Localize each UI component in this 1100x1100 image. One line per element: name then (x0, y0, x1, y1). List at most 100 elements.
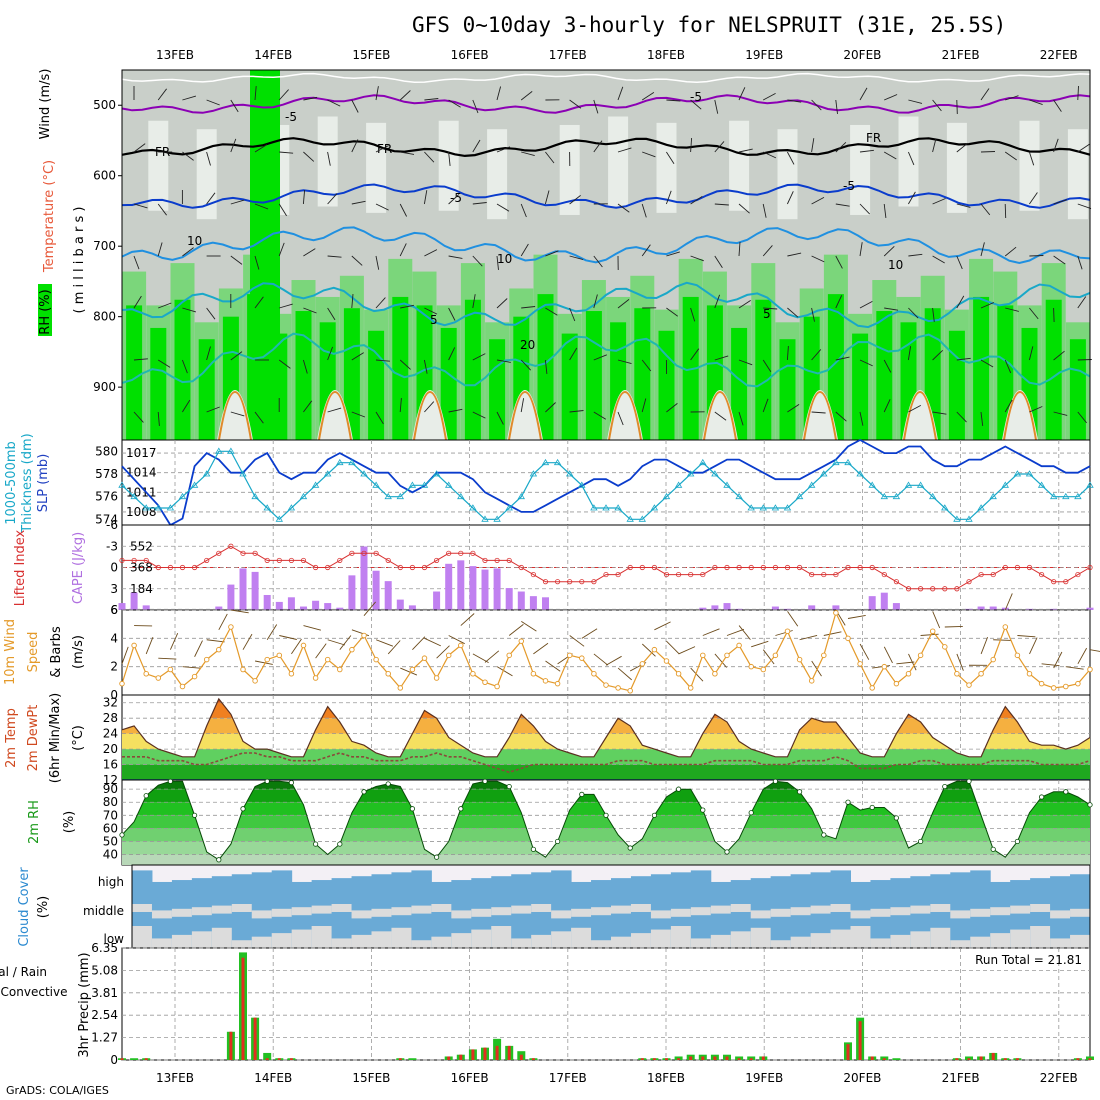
thickness-marker (118, 481, 126, 488)
thickness-marker (977, 504, 985, 511)
wind-barb (714, 99, 719, 114)
contour-label-15: 5 (430, 313, 438, 327)
wind-speed-marker (397, 685, 404, 691)
wind-barb (641, 203, 647, 218)
precip-convective-bar (495, 1045, 499, 1060)
cape-bar (1086, 607, 1094, 610)
cloud-middle-gap (531, 904, 552, 912)
surface-wind-barb (714, 653, 728, 668)
thickness-marker (202, 470, 211, 477)
cloud-middle-gap (451, 910, 472, 919)
wind-barb (835, 99, 838, 114)
wind-barb (835, 356, 850, 361)
wind-barb (569, 307, 576, 322)
cape-bar (360, 546, 368, 610)
rh-marker (506, 783, 512, 790)
freezing-level-contour (121, 137, 1091, 158)
cloud-high-bar (710, 881, 732, 892)
wind-barb (666, 151, 675, 164)
precip-convective-bar (1015, 1058, 1019, 1060)
grads-footer: GrADS: COLA/IGES (6, 1084, 109, 1097)
rh-dry-patch (850, 124, 871, 215)
wind-barb (375, 411, 384, 425)
wind-barb (1053, 411, 1068, 416)
warm-surface-bubble (412, 390, 448, 440)
rh-marker (1087, 802, 1093, 808)
rh-band-high (126, 305, 143, 440)
surface-wind-barb (666, 640, 680, 655)
thickness-marker (396, 492, 405, 500)
lifted-index-marker (978, 571, 984, 578)
lifted-index-marker (300, 557, 307, 564)
wind-barb (520, 203, 527, 218)
surface-wind-barb (738, 625, 751, 640)
rh-band-high (561, 333, 578, 440)
rh-dry-patch (729, 120, 750, 211)
rh-marker (942, 783, 948, 790)
surface-wind-barb (702, 628, 720, 636)
surface-wind-barb (896, 661, 915, 665)
wind-barb (206, 307, 216, 320)
lifted-index-marker (942, 586, 948, 592)
thickness-marker (1062, 492, 1070, 500)
cloud-middle-bar (391, 892, 412, 920)
precip-convective-bar (858, 1021, 862, 1060)
rh-marker (1014, 838, 1021, 845)
surface-wind-barb (1004, 593, 1013, 611)
rh-dry-patch (438, 120, 459, 211)
wind-barb (714, 411, 727, 421)
thickness-marker (553, 458, 562, 466)
cloud-low-gap (411, 940, 432, 948)
cloud-high-bar (251, 872, 273, 892)
wind-barb (158, 302, 172, 309)
wind-speed-marker (276, 652, 283, 659)
wind-speed-marker (760, 666, 767, 673)
wind-barb (738, 300, 751, 309)
lifted-index-marker (143, 557, 149, 564)
wind-barb (593, 354, 607, 361)
rh-marker (433, 854, 440, 860)
cloud-middle-bar (690, 892, 712, 920)
precip-convective-bar (846, 1044, 850, 1060)
cloud-high-bar (271, 870, 293, 892)
surface-wind-barb (230, 609, 249, 614)
surface-wind-barb (448, 635, 465, 645)
lifted-tick-label: 0 (110, 561, 118, 575)
wind-barb (811, 99, 822, 111)
wind-barb (617, 147, 632, 153)
wind-barb (569, 410, 584, 413)
surface-wind-barb (944, 625, 963, 628)
wind-barb (617, 299, 630, 309)
wind-speed-marker (821, 652, 827, 659)
thickness-marker (723, 481, 731, 488)
rh-band-high (537, 294, 554, 440)
surface-wind-barb (762, 649, 775, 665)
wind-speed-marker (312, 675, 319, 681)
rh-axis-label: RH (%) (38, 289, 53, 334)
cloud-level-low: low (104, 932, 125, 946)
cloud-low-gap (690, 938, 712, 948)
thickness-marker (626, 515, 634, 522)
wind-barb (351, 411, 366, 418)
lifted-index-marker (675, 571, 682, 578)
precip-convective-bar (955, 1058, 959, 1060)
cloud-low-gap (531, 934, 552, 948)
wind-barb (859, 359, 873, 367)
wind-barb (884, 307, 899, 311)
wind-barb (1077, 411, 1087, 424)
lifted-index-marker (736, 564, 742, 571)
wind-barb (956, 357, 971, 361)
wind-barb (1029, 99, 1043, 106)
temperature-axis-label-3: (6hr Min/Max) (48, 693, 63, 783)
cloud-high-bar (770, 876, 792, 892)
wind-barb (278, 203, 287, 217)
wind-barb (980, 411, 984, 426)
cloud-middle-gap (870, 908, 891, 917)
wind-barb (738, 359, 753, 366)
wind-barb (835, 141, 847, 153)
wind-barb (206, 406, 220, 413)
lifted-index-marker (748, 564, 754, 571)
wind-barb (400, 304, 414, 309)
wind-speed-marker (554, 680, 561, 687)
cloud-low-gap (551, 931, 572, 948)
